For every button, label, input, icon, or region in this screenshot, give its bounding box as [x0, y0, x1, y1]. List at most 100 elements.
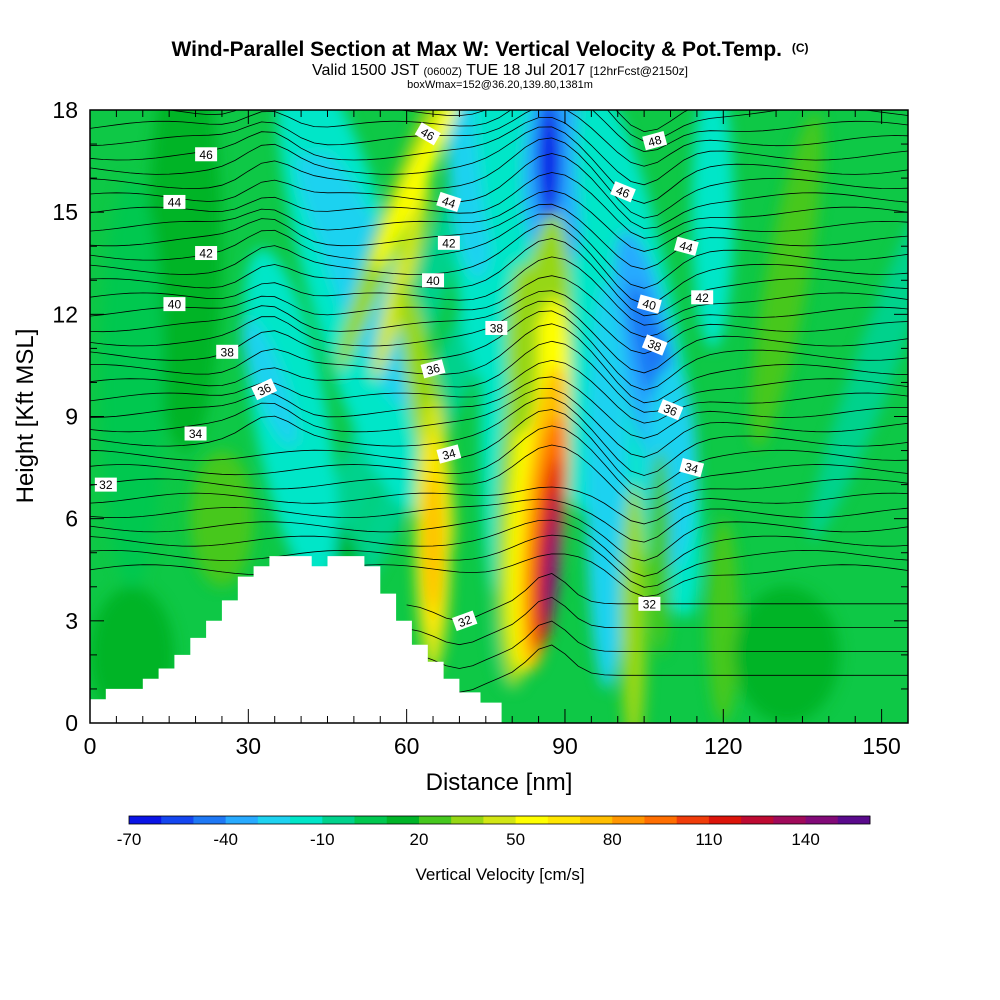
isentrope-line: [90, 409, 908, 490]
colorbar-tick-label: 50: [506, 830, 525, 849]
isentrope-line: [90, 359, 908, 424]
terrain: [90, 556, 502, 723]
isentrope-label: 42: [437, 235, 460, 250]
isentrope-label-box: [163, 194, 186, 209]
isentrope-label: 40: [422, 273, 445, 288]
y-tick-label: 18: [52, 97, 78, 123]
velocity-region: [190, 450, 254, 587]
velocity-region: [808, 156, 908, 541]
velocity-region: [373, 181, 430, 380]
colorbar-swatch: [741, 816, 774, 824]
isentrope-line: [165, 110, 908, 142]
colorbar-tick-label: 140: [791, 830, 819, 849]
isentrope-label-text: 42: [696, 291, 710, 305]
colorbar: [128, 815, 871, 825]
isentrope-line: [90, 340, 908, 413]
velocity-region: [100, 178, 164, 587]
colorbar-swatch: [805, 816, 839, 824]
colorbar-tick-label: -40: [213, 830, 238, 849]
isentrope-label-text: 36: [425, 361, 442, 378]
isentrope-line: [90, 213, 908, 289]
isentrope-label-box: [673, 236, 699, 256]
isentrope-label-box: [94, 477, 117, 492]
colorbar-swatch: [129, 816, 162, 824]
colorbar-swatch: [386, 816, 420, 824]
colorbar-swatch: [612, 816, 645, 824]
isentrope-label: 34: [184, 426, 207, 441]
colorbar-swatch: [708, 816, 742, 824]
x-tick-label: 30: [236, 733, 262, 759]
isentrope-line: [90, 256, 908, 326]
isentrope-line: [90, 238, 908, 317]
chart-title: Wind-Parallel Section at Max W: Vertical…: [171, 38, 808, 61]
isentrope-label-text: 42: [442, 236, 456, 250]
velocity-region: [545, 525, 558, 614]
isentrope-label-box: [691, 290, 714, 305]
isentrope-label-box: [642, 131, 668, 151]
valid-date: TUE 18 Jul 2017: [466, 62, 585, 79]
isentrope-label: 38: [641, 334, 668, 356]
colorbar-swatch: [418, 816, 452, 824]
isentrope-label-text: 46: [418, 125, 437, 144]
colorbar-swatch: [193, 816, 227, 824]
colorbar-tick-labels: -70 -40 -10 20 50 80 110 140: [117, 830, 820, 849]
colorbar-swatch: [837, 816, 871, 824]
isentrope-label-box: [638, 596, 661, 611]
chart-title-mark: (C): [792, 41, 809, 55]
y-tick-label: 6: [65, 506, 78, 532]
isentrope-label-box: [610, 181, 636, 203]
isentrope-label-box: [436, 444, 462, 464]
isentrope-line: [90, 519, 908, 577]
isentrope-line: [406, 644, 908, 693]
isentrope-line: [90, 376, 908, 439]
y-axis-label: Height [Kft MSL]: [12, 329, 39, 504]
isentrope-label-box: [679, 457, 705, 478]
isentrope-label-box: [184, 426, 207, 441]
y-tick-label: 12: [52, 301, 78, 327]
isentrope-label-text: 44: [678, 238, 695, 255]
velocity-region: [750, 112, 823, 449]
colorbar-swatch: [161, 816, 194, 824]
isentrope-line: [90, 223, 908, 305]
isentrope-line: [90, 137, 908, 219]
x-tick-label: 90: [552, 733, 578, 759]
x-tick-label: 60: [394, 733, 420, 759]
isentrope-label-box: [485, 320, 508, 335]
isentrope-label-text: 46: [614, 183, 632, 201]
colorbar-swatch: [773, 816, 806, 824]
isentrope-label: 46: [195, 147, 218, 162]
isentrope-label-text: 48: [647, 133, 664, 150]
velocity-region: [649, 450, 671, 655]
isentrope-label-box: [422, 273, 445, 288]
isentrope-label: 38: [216, 344, 239, 359]
isentrope-label-text: 42: [199, 247, 213, 261]
colorbar-swatch: [676, 816, 710, 824]
isentrope-line: [90, 397, 908, 476]
isentrope-line: [90, 508, 908, 562]
isentrope-line: [90, 388, 908, 458]
isentrope-label-box: [437, 235, 460, 250]
velocity-region: [372, 110, 462, 271]
isentrope-label-text: 34: [441, 446, 458, 463]
valid-time-line: Valid 1500 JST (0600Z) TUE 18 Jul 2017 […: [312, 62, 688, 79]
colorbar-swatch: [483, 816, 517, 824]
isentrope-line: [90, 116, 908, 186]
axis-ticks: [89, 109, 909, 724]
colorbar-swatch: [322, 816, 355, 824]
isentrope-label-text: 32: [643, 597, 657, 611]
isentrope-label: 48: [642, 131, 668, 151]
isentrope-line: [90, 498, 908, 543]
colorbar-tick-label: 80: [603, 830, 622, 849]
y-tick-label: 3: [65, 608, 78, 634]
colorbar-frame: [128, 815, 871, 825]
isentrope-line: [90, 203, 908, 270]
isentrope-label: 34: [679, 457, 705, 478]
isentrope-label-text: 34: [189, 427, 203, 441]
colorbar-swatch: [257, 816, 291, 824]
isentrope-line: [90, 290, 908, 355]
colorbar-swatch: [644, 816, 678, 824]
isentrope-label-text: 44: [168, 195, 182, 209]
isentrope-label: 38: [485, 320, 508, 335]
isentrope-label-text: 38: [221, 345, 235, 359]
